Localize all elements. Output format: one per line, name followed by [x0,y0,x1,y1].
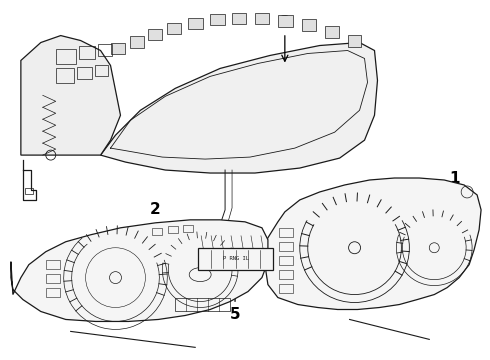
Text: 3: 3 [279,15,290,61]
Text: 1: 1 [432,171,460,208]
Bar [302,19,316,31]
Bar [278,15,293,27]
Polygon shape [11,220,268,321]
Bar [168,226,178,233]
Bar [56,49,75,64]
Bar [232,13,246,24]
Bar [111,42,125,54]
Bar [98,44,112,57]
Bar [279,270,293,279]
Bar [279,228,293,237]
Bar [46,260,60,269]
Bar [95,66,107,76]
Bar [130,36,145,48]
Bar [347,35,361,46]
Polygon shape [265,178,481,310]
Polygon shape [100,42,377,173]
Bar [175,298,230,311]
Bar [325,26,339,37]
Bar [210,14,225,24]
Bar [188,18,203,28]
Text: 2: 2 [150,202,162,244]
Text: 5: 5 [230,274,241,322]
Bar [279,256,293,265]
Bar [183,225,193,232]
Polygon shape [21,36,121,155]
Bar [46,288,60,297]
Bar [152,228,162,235]
Bar [255,13,269,24]
Text: 4: 4 [0,359,1,360]
Bar [148,28,162,40]
Bar [279,242,293,251]
Bar [56,68,74,84]
Bar [78,45,95,59]
Bar [167,23,181,33]
Bar [25,188,33,194]
Bar [76,67,92,80]
Bar [198,248,273,270]
Bar [279,284,293,293]
Text: P RNG IL: P RNG IL [222,256,248,261]
Bar [46,274,60,283]
